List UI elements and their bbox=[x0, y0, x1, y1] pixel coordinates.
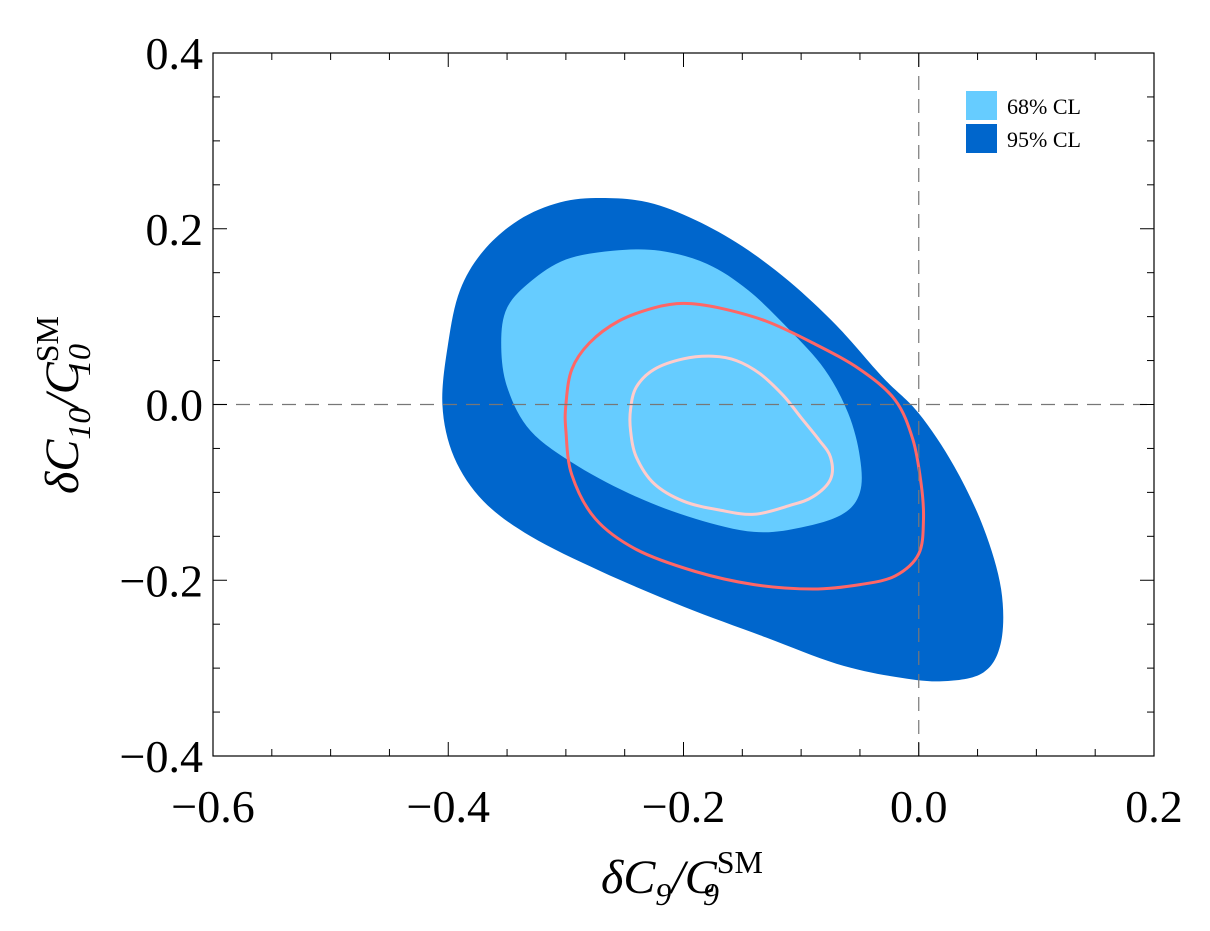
reference-lines bbox=[213, 53, 1154, 756]
inner-pink-contour bbox=[628, 354, 834, 516]
x-tick-label: 0.2 bbox=[1125, 781, 1183, 832]
x-tick-labels: −0.6 −0.4 −0.2 0.0 0.2 bbox=[171, 781, 1182, 832]
y-tick-label: 0.0 bbox=[146, 380, 204, 431]
y-tick-label: −0.4 bbox=[120, 731, 203, 782]
legend-swatch-68 bbox=[966, 91, 997, 120]
outer-red-contour bbox=[563, 301, 926, 591]
y-tick-label: 0.4 bbox=[146, 28, 204, 79]
y-tick-label: 0.2 bbox=[146, 204, 204, 255]
region-68-cl bbox=[501, 249, 862, 533]
x-tick-label: 0.0 bbox=[890, 781, 948, 832]
legend-label-95: 95% CL bbox=[1007, 127, 1081, 152]
legend-label-68: 68% CL bbox=[1007, 94, 1081, 119]
y-axis-title: δC10/CSM10 bbox=[29, 316, 97, 494]
axis-ticks bbox=[212, 52, 1155, 757]
x-tick-label: −0.4 bbox=[407, 781, 490, 832]
legend-swatch-95 bbox=[966, 124, 997, 153]
confidence-regions bbox=[442, 198, 1004, 682]
x-tick-label: −0.2 bbox=[642, 781, 725, 832]
x-axis-title: δC9/CSM 9 bbox=[601, 844, 763, 912]
x-tick-label: −0.6 bbox=[171, 781, 254, 832]
y-tick-label: −0.2 bbox=[120, 555, 203, 606]
legend: 68% CL 95% CL bbox=[966, 91, 1081, 153]
y-tick-labels: −0.4 −0.2 0.0 0.2 0.4 bbox=[120, 28, 203, 782]
red-contours bbox=[563, 301, 926, 591]
